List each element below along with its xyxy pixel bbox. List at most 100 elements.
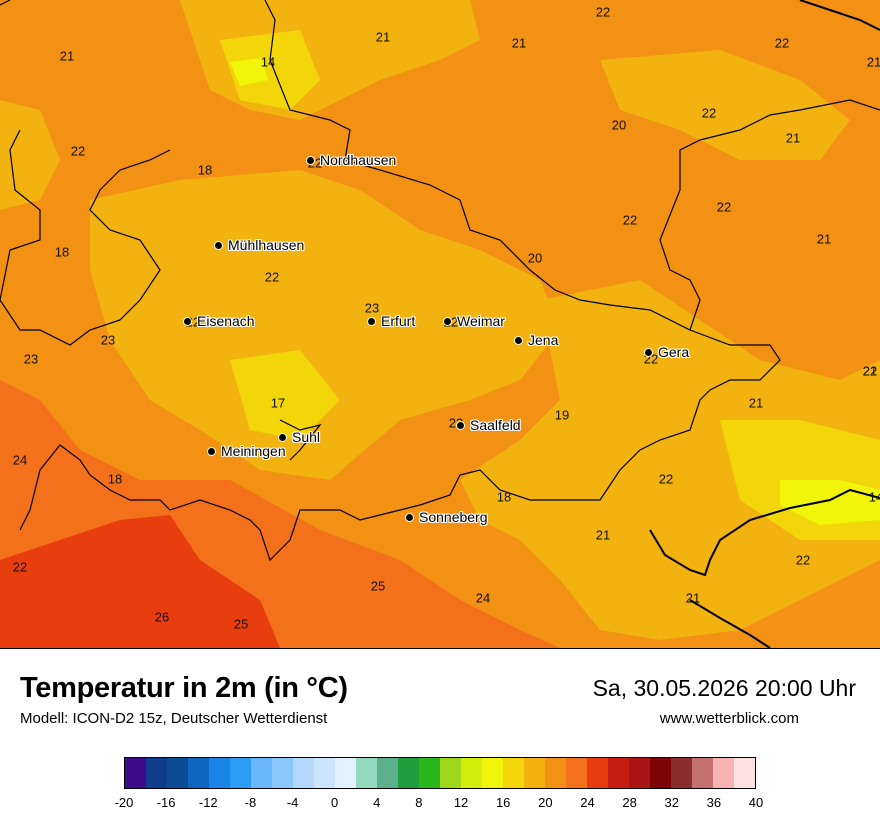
city-marker: Jena — [514, 332, 558, 348]
city-name: Nordhausen — [320, 152, 397, 168]
city-dot-icon — [405, 512, 414, 522]
city-name: Saalfeld — [470, 417, 521, 433]
city-marker: Weimar — [443, 313, 505, 329]
city-marker: Suhl — [278, 429, 320, 445]
temperature-value: 22 — [264, 269, 280, 285]
legend-swatch — [608, 758, 629, 788]
temperature-value: 21 — [685, 590, 701, 606]
legend-swatch — [356, 758, 377, 788]
temperature-value: 21 — [816, 231, 832, 247]
temperature-value: 25 — [370, 578, 386, 594]
city-marker: Eisenach — [183, 313, 255, 329]
legend-swatch — [230, 758, 251, 788]
legend-tick: 20 — [538, 795, 553, 810]
city-name: Suhl — [292, 429, 321, 445]
legend-swatch — [692, 758, 713, 788]
city-marker: Gera — [644, 344, 689, 360]
legend-tick: 36 — [706, 795, 722, 810]
city-marker: Saalfeld — [456, 417, 521, 433]
temperature-value: 25 — [233, 616, 249, 632]
temperature-value: 22 — [70, 143, 86, 159]
legend-tick: -16 — [156, 795, 176, 810]
city-dot-icon — [278, 432, 287, 442]
city-dot-icon — [367, 316, 376, 326]
temperature-value: 23 — [364, 300, 380, 316]
city-dot-icon — [456, 420, 465, 430]
temperature-value: 20 — [611, 117, 627, 133]
city-dot-icon — [644, 347, 653, 357]
legend-tick: 32 — [664, 795, 679, 810]
legend-tick: 8 — [415, 795, 423, 810]
legend-tick: -4 — [286, 795, 299, 810]
legend-swatch — [167, 758, 188, 788]
temperature-value: 21 — [375, 29, 391, 45]
city-name: Gera — [658, 344, 690, 360]
city-marker: Erfurt — [367, 313, 415, 329]
legend-tick: -20 — [114, 795, 134, 810]
city-name: Weimar — [457, 313, 505, 329]
legend-swatch — [482, 758, 503, 788]
state-borders — [0, 0, 880, 562]
model-info: Modell: ICON-D2 15z, Deutscher Wetterdie… — [20, 710, 328, 727]
cool-zone-west — [0, 100, 60, 210]
legend-tick-labels: -20 -16 -12 -8 -4 0 4 8 12 16 20 24 28 32 36 40 — [115, 791, 764, 813]
temperature-value: 22 — [716, 199, 732, 215]
temperature-value: 21 — [748, 395, 764, 411]
legend-swatch — [125, 758, 146, 788]
city-name: Mühlhausen — [228, 237, 305, 253]
temperature-value: 26 — [154, 609, 170, 625]
legend-tick: -8 — [244, 795, 257, 810]
city-name: Erfurt — [381, 313, 416, 329]
temperature-value: 22 — [862, 363, 878, 379]
legend-swatch — [398, 758, 419, 788]
temperature-value: 22 — [774, 35, 790, 51]
temperature-value: 18 — [197, 162, 213, 178]
legend-swatch — [545, 758, 566, 788]
temperature-value: 22 — [701, 105, 717, 121]
legend-colorbar — [124, 757, 756, 789]
temperature-value: 24 — [12, 452, 28, 468]
legend-swatch — [629, 758, 650, 788]
legend-tick: 40 — [748, 795, 764, 810]
temperature-value: 22 — [658, 471, 674, 487]
city-name: Meiningen — [221, 443, 286, 459]
legend-swatch — [146, 758, 167, 788]
cool-zone-center — [90, 170, 560, 480]
temperature-value: 17 — [270, 395, 286, 411]
temperature-map: 22 21 21 22 14 21 21 22 20 22 21 18 22 22 22 18 22 20 21 23… — [0, 0, 880, 649]
legend-tick: 16 — [495, 795, 511, 810]
legend-tick: 28 — [622, 795, 637, 810]
legend-swatch — [713, 758, 734, 788]
city-dot-icon — [443, 316, 452, 326]
legend-swatch — [587, 758, 608, 788]
map-title: Temperatur in 2m (in °C) — [20, 672, 348, 704]
cool-zone-east — [460, 280, 880, 640]
legend-swatch — [503, 758, 524, 788]
temperature-value: 20 — [527, 250, 543, 266]
cool-zone-northeast — [600, 50, 850, 160]
legend-swatch — [251, 758, 272, 788]
legend-swatch — [272, 758, 293, 788]
temperature-value: 22 — [595, 4, 611, 20]
temperature-value: 21 — [862, 363, 878, 379]
city-name: Sonneberg — [419, 509, 488, 525]
city-dot-icon — [207, 446, 216, 456]
source-link[interactable]: www.wetterblick.com — [659, 710, 799, 727]
city-marker: Meiningen — [207, 443, 286, 459]
legend-swatch — [524, 758, 545, 788]
city-name: Eisenach — [197, 313, 255, 329]
temperature-value: 14 — [868, 489, 880, 505]
brightyellow-zone-north — [230, 58, 268, 86]
city-name: Jena — [528, 332, 559, 348]
legend-tick: 4 — [373, 795, 381, 810]
temperature-value: 18 — [54, 244, 70, 260]
city-dot-icon — [214, 240, 223, 250]
temperature-value: 22 — [12, 559, 28, 575]
hot-zone-southwest — [0, 515, 280, 648]
legend-tick: -12 — [198, 795, 218, 810]
legend-swatch — [314, 758, 335, 788]
legend-swatch — [566, 758, 587, 788]
temperature-value: 21 — [785, 130, 801, 146]
country-border — [649, 0, 880, 648]
temperature-value: 22 — [622, 212, 638, 228]
